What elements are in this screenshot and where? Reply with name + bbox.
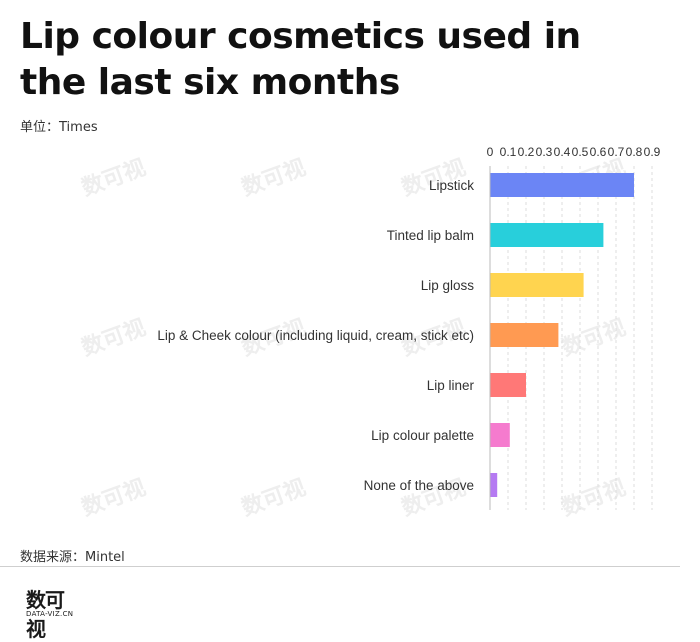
bar-chart: 0 0.1 0.2 0.3 0.4 0.5 0.6 0.7 0.8 0.9 Lipstick Tin… (157, 145, 661, 510)
logo-url: DATA-VIZ.CN (26, 610, 74, 618)
category-label: Lip gloss (421, 278, 475, 293)
brand-logo: 数可视 DATA-VIZ.CN (26, 584, 80, 641)
x-tick-label: 0.5 (572, 145, 589, 159)
x-tick-label: 0.2 (518, 145, 535, 159)
chart-title: Lip colour cosmetics used in the last si… (20, 16, 581, 103)
category-label: None of the above (364, 478, 474, 493)
category-label: Lip colour palette (371, 428, 474, 443)
category-label: Lip liner (427, 378, 475, 393)
x-tick-label: 0 (487, 145, 494, 159)
bars (490, 173, 634, 497)
bar (490, 373, 526, 397)
category-labels: Lipstick Tinted lip balm Lip gloss Lip & Ch… (157, 178, 474, 493)
x-tick-label: 0.7 (608, 145, 625, 159)
source-label: 数据来源：Mintel (20, 550, 125, 565)
bar (490, 173, 634, 197)
x-tick-label: 0.1 (500, 145, 517, 159)
bar (490, 473, 498, 497)
x-tick-label: 0.3 (536, 145, 553, 159)
x-tick-label: 0.4 (554, 145, 571, 159)
x-tick-label: 0.9 (644, 145, 661, 159)
category-label: Tinted lip balm (387, 228, 474, 243)
x-tick-label: 0.8 (626, 145, 643, 159)
bar (490, 323, 559, 347)
x-tick-label: 0.6 (590, 145, 607, 159)
bar (490, 273, 584, 297)
unit-label: 单位：Times (20, 120, 98, 135)
bar (490, 423, 510, 447)
bar (490, 223, 604, 247)
x-axis-ticks: 0 0.1 0.2 0.3 0.4 0.5 0.6 0.7 0.8 0.9 (487, 145, 661, 159)
category-label: Lip & Cheek colour (including liquid, cr… (157, 328, 474, 343)
category-label: Lipstick (429, 178, 474, 193)
footer-divider (0, 566, 680, 567)
